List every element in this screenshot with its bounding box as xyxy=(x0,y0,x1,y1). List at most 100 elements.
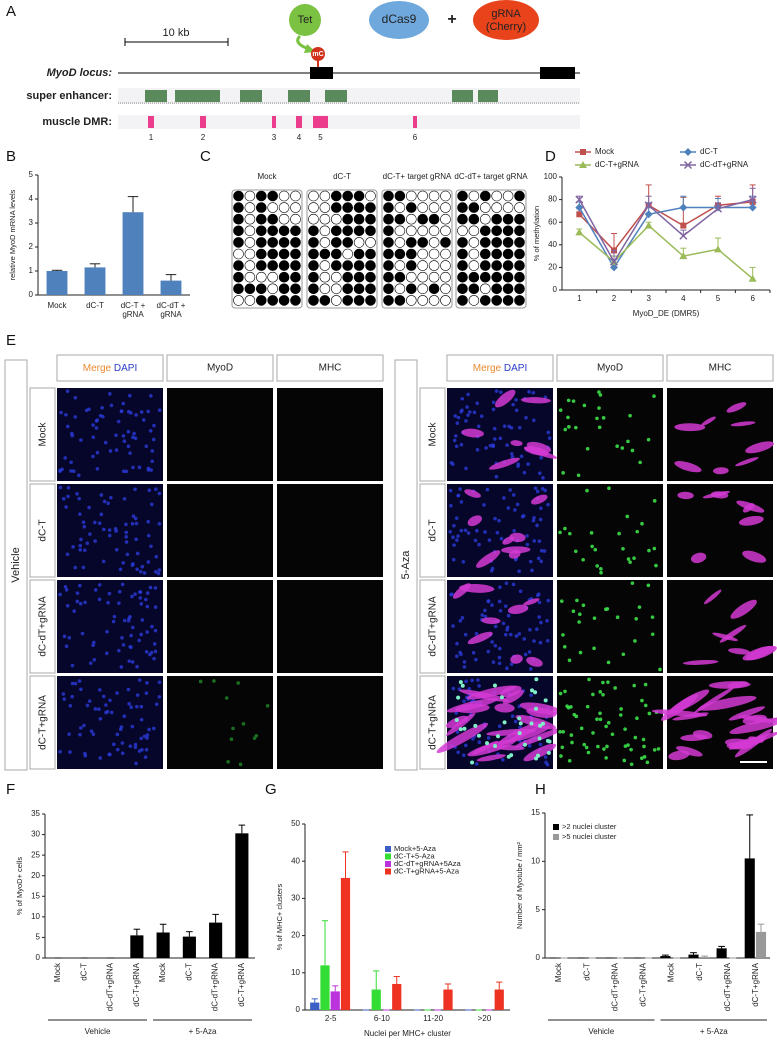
nucleus xyxy=(474,762,479,766)
nucleus xyxy=(66,494,70,499)
myod-nucleus xyxy=(643,682,648,687)
cpg xyxy=(457,295,468,306)
x-tick-label: dC-T xyxy=(695,963,704,981)
merged-nucleus xyxy=(460,683,465,688)
nucleus xyxy=(142,734,147,739)
cpg xyxy=(353,202,365,213)
nucleus xyxy=(461,753,466,758)
myotube xyxy=(693,686,736,714)
myotube xyxy=(735,457,759,467)
cpg xyxy=(491,248,503,260)
grid-title-box: dC-T+ target gRNA xyxy=(383,172,452,181)
cpg xyxy=(383,260,394,271)
micrograph xyxy=(277,676,383,769)
myod-nucleus xyxy=(633,639,637,643)
cpg xyxy=(290,248,301,260)
myod-nucleus xyxy=(558,408,563,412)
cpg xyxy=(428,260,440,271)
cpg xyxy=(468,295,480,306)
cpg xyxy=(479,190,491,202)
nucleus xyxy=(462,660,467,664)
nucleus xyxy=(68,750,72,754)
myod-nucleus xyxy=(595,416,599,421)
micrograph xyxy=(277,580,383,673)
myod-nucleus xyxy=(642,755,647,759)
nucleus xyxy=(495,530,500,535)
series-line xyxy=(578,224,754,280)
nucleus xyxy=(487,538,492,542)
marker xyxy=(575,195,584,204)
cpg xyxy=(244,295,256,306)
merged-nucleus xyxy=(496,734,501,739)
nucleus xyxy=(498,646,502,651)
nucleus xyxy=(73,681,78,686)
x-axis-label: MyoD_DE (DMR5) xyxy=(633,309,700,318)
myotube xyxy=(727,681,749,689)
myod-nucleus xyxy=(640,756,644,761)
nucleus xyxy=(132,431,136,436)
nucleus xyxy=(70,431,74,436)
nucleus xyxy=(497,724,502,729)
group-label: Vehicle xyxy=(85,1027,111,1036)
nucleus xyxy=(479,414,484,419)
nucleus xyxy=(115,747,120,752)
nucleus xyxy=(116,419,121,424)
tet-label: Tet xyxy=(298,14,313,26)
cpg xyxy=(353,271,365,283)
cpg xyxy=(417,213,429,225)
nucleus xyxy=(494,474,499,479)
nucleus xyxy=(58,749,62,754)
enhancer xyxy=(175,90,220,102)
merged-nucleus xyxy=(458,727,463,732)
cpg xyxy=(440,260,451,271)
cpg xyxy=(417,295,429,306)
nucleus xyxy=(539,506,543,511)
myotube xyxy=(742,550,767,563)
y-tick-label: 5 xyxy=(29,170,34,179)
row-label: dC-T+gRNA xyxy=(38,695,49,750)
myotube xyxy=(690,552,707,564)
y-tick-label: 30 xyxy=(31,830,40,839)
cpg xyxy=(457,225,468,237)
myod-nucleus xyxy=(656,747,661,751)
nucleus xyxy=(153,649,158,654)
nucleus xyxy=(117,589,122,594)
nucleus xyxy=(75,599,80,604)
nucleus xyxy=(97,707,101,712)
nucleus xyxy=(492,437,497,441)
panel-label: F xyxy=(6,781,15,798)
myod-nucleus xyxy=(626,743,630,747)
myod-nucleus xyxy=(584,745,589,750)
nucleus xyxy=(529,667,533,671)
cpg xyxy=(457,283,468,295)
nucleus xyxy=(73,415,78,419)
y-tick-label: 0 xyxy=(553,285,558,294)
nucleus xyxy=(475,401,480,406)
micrograph xyxy=(557,388,663,481)
nucleus xyxy=(463,632,468,637)
nucleus xyxy=(67,635,72,640)
cpg xyxy=(383,213,394,225)
marker xyxy=(679,231,688,240)
nucleus xyxy=(120,582,125,587)
nucleus xyxy=(135,664,139,669)
nucleus xyxy=(490,566,495,571)
myotube xyxy=(507,604,529,615)
nucleus xyxy=(97,583,102,587)
cpg xyxy=(457,237,468,248)
dmr-label: 6 xyxy=(413,133,418,142)
nucleus xyxy=(502,424,507,428)
nucleus xyxy=(477,684,481,688)
nucleus xyxy=(493,516,497,521)
myod-nucleus xyxy=(598,393,603,397)
cpg xyxy=(491,213,503,225)
nucleus xyxy=(64,588,69,592)
myotube xyxy=(738,515,764,526)
bar xyxy=(660,956,671,958)
micrograph xyxy=(167,580,273,673)
nucleus xyxy=(451,624,455,628)
nucleus xyxy=(498,608,503,613)
cpg xyxy=(342,190,354,202)
myod-nucleus xyxy=(571,399,576,403)
